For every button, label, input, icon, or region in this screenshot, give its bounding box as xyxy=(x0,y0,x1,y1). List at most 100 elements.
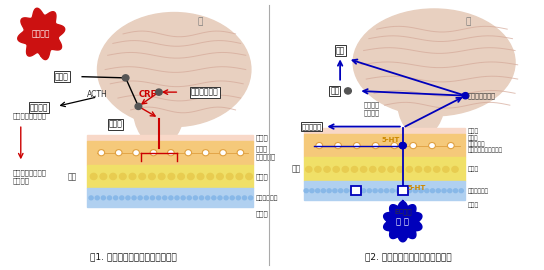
Text: 輪状筋: 輪状筋 xyxy=(468,167,479,172)
Text: 輪状筋: 輪状筋 xyxy=(256,173,269,180)
Circle shape xyxy=(126,196,130,200)
Text: 背側運動性核: 背側運動性核 xyxy=(191,88,219,97)
Circle shape xyxy=(246,173,252,180)
Text: 延髄孤束核: 延髄孤束核 xyxy=(301,123,322,130)
Text: 腸管: 腸管 xyxy=(68,172,77,181)
Circle shape xyxy=(410,143,417,149)
Circle shape xyxy=(187,196,191,200)
Circle shape xyxy=(181,196,185,200)
Bar xyxy=(87,165,254,188)
Text: ストレス: ストレス xyxy=(32,29,51,38)
Circle shape xyxy=(367,189,372,193)
Circle shape xyxy=(335,143,342,149)
Circle shape xyxy=(413,189,417,193)
Circle shape xyxy=(100,173,107,180)
Circle shape xyxy=(385,189,388,193)
Bar xyxy=(304,181,466,200)
Text: 刺 激: 刺 激 xyxy=(397,217,409,226)
Circle shape xyxy=(175,196,179,200)
Circle shape xyxy=(150,150,157,156)
Circle shape xyxy=(390,189,394,193)
Text: 縦走筋
筋間神経叢
内在性知覚ニューロン: 縦走筋 筋間神経叢 内在性知覚ニューロン xyxy=(468,135,503,153)
Text: 迷走神経
下神経節: 迷走神経 下神経節 xyxy=(363,102,380,116)
Circle shape xyxy=(98,150,104,156)
Circle shape xyxy=(344,88,351,94)
Circle shape xyxy=(373,189,377,193)
Circle shape xyxy=(462,93,469,99)
Text: EC細胞: EC細胞 xyxy=(394,208,412,215)
Circle shape xyxy=(169,196,173,200)
Text: 室傍核: 室傍核 xyxy=(55,72,69,81)
Circle shape xyxy=(178,173,184,180)
Circle shape xyxy=(442,189,446,193)
Circle shape xyxy=(197,173,204,180)
Circle shape xyxy=(149,173,155,180)
Text: 皮質: 皮質 xyxy=(336,46,345,55)
Circle shape xyxy=(350,189,354,193)
Bar xyxy=(87,135,254,141)
Circle shape xyxy=(108,196,112,200)
Circle shape xyxy=(372,143,379,149)
Bar xyxy=(304,128,466,134)
Circle shape xyxy=(399,143,406,149)
Circle shape xyxy=(397,167,403,172)
Text: 下垂体: 下垂体 xyxy=(108,120,122,129)
Ellipse shape xyxy=(133,70,184,146)
Circle shape xyxy=(430,189,435,193)
Text: 図2. 腸管からの刺激　腸管から脳: 図2. 腸管からの刺激 腸管から脳 xyxy=(364,252,452,262)
Bar xyxy=(304,157,466,181)
Circle shape xyxy=(419,189,423,193)
Circle shape xyxy=(354,143,360,149)
Circle shape xyxy=(351,167,357,172)
Circle shape xyxy=(369,167,376,172)
Circle shape xyxy=(379,189,383,193)
Circle shape xyxy=(156,89,162,95)
Text: 粘膜側: 粘膜側 xyxy=(468,202,479,208)
Circle shape xyxy=(185,150,191,156)
Circle shape xyxy=(454,189,458,193)
Circle shape xyxy=(316,189,320,193)
Circle shape xyxy=(236,173,243,180)
Circle shape xyxy=(168,150,174,156)
Text: 脳: 脳 xyxy=(465,18,471,26)
Circle shape xyxy=(342,167,349,172)
Text: ストレスに対する
生体反応: ストレスに対する 生体反応 xyxy=(13,169,47,184)
Circle shape xyxy=(158,173,165,180)
Circle shape xyxy=(220,150,226,156)
Circle shape xyxy=(434,167,440,172)
Text: 粘膜側: 粘膜側 xyxy=(256,210,269,217)
Circle shape xyxy=(459,189,463,193)
Circle shape xyxy=(338,189,343,193)
Text: 腸管上皮細胞: 腸管上皮細胞 xyxy=(256,195,279,201)
Circle shape xyxy=(207,173,214,180)
Circle shape xyxy=(212,196,216,200)
Circle shape xyxy=(168,173,175,180)
Circle shape xyxy=(230,196,234,200)
Circle shape xyxy=(115,150,122,156)
Bar xyxy=(304,134,466,157)
Circle shape xyxy=(120,173,126,180)
Circle shape xyxy=(144,196,149,200)
Circle shape xyxy=(407,189,412,193)
Circle shape xyxy=(315,167,321,172)
Circle shape xyxy=(448,189,452,193)
Circle shape xyxy=(237,150,244,156)
Circle shape xyxy=(138,196,142,200)
Circle shape xyxy=(324,167,330,172)
Circle shape xyxy=(396,189,400,193)
Circle shape xyxy=(362,189,366,193)
Circle shape xyxy=(333,189,337,193)
Text: 脳: 脳 xyxy=(197,18,202,26)
Text: 糖質コルチコイド: 糖質コルチコイド xyxy=(13,113,47,119)
Circle shape xyxy=(415,167,422,172)
Text: 視床: 視床 xyxy=(330,86,339,95)
Circle shape xyxy=(249,196,252,200)
Text: 漿膜側: 漿膜側 xyxy=(468,128,479,134)
Circle shape xyxy=(200,196,203,200)
Text: 腸管上皮細胞: 腸管上皮細胞 xyxy=(468,188,489,194)
Circle shape xyxy=(206,196,210,200)
Bar xyxy=(350,186,361,195)
Circle shape xyxy=(218,196,222,200)
Circle shape xyxy=(311,123,317,130)
Text: 縦走筋
筋間神経叢: 縦走筋 筋間神経叢 xyxy=(256,146,276,160)
